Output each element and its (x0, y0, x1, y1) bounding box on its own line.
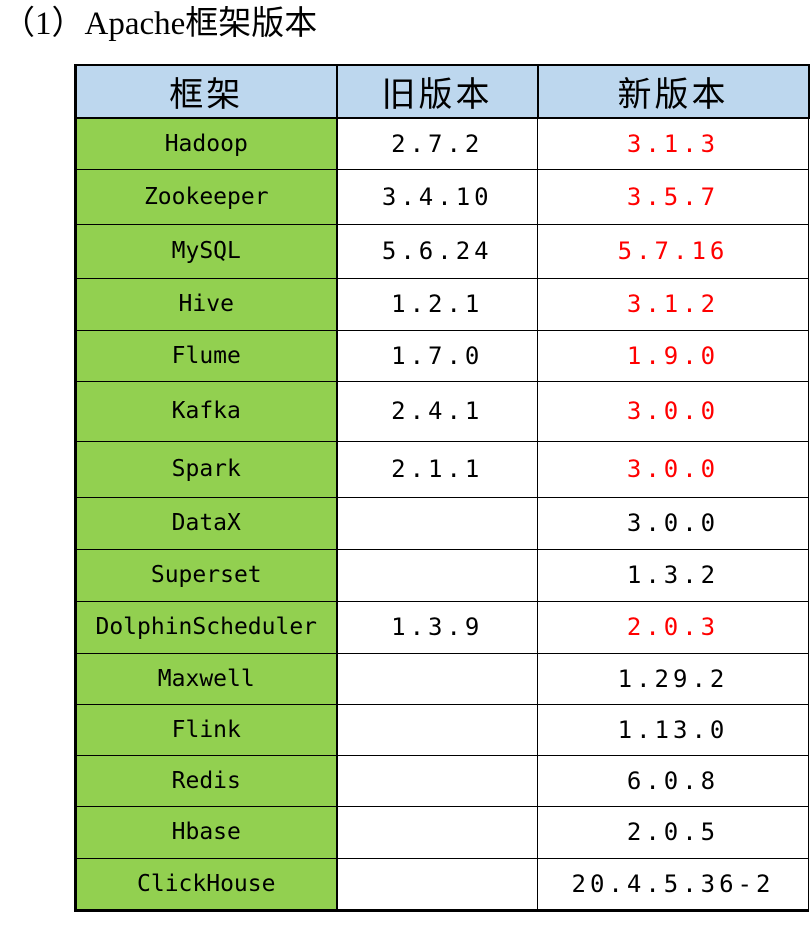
new-version-cell: 3.0.0 (537, 381, 809, 442)
framework-cell: Zookeeper (75, 169, 338, 225)
table-row: Spark 2.1.1 3.0.0 (75, 441, 809, 498)
table-row: MySQL 5.6.24 5.7.16 (75, 224, 809, 279)
framework-cell: Spark (75, 441, 338, 498)
table-row: Flink 1.13.0 (75, 704, 809, 756)
new-version-cell: 5.7.16 (537, 224, 809, 279)
framework-cell: Superset (75, 549, 338, 602)
header-new-version: 新版本 (537, 65, 810, 119)
new-version-cell: 2.0.3 (537, 601, 809, 654)
framework-cell: Redis (75, 755, 338, 807)
old-version-cell: 1.7.0 (336, 330, 538, 382)
table-row: Hive 1.2.1 3.1.2 (75, 278, 809, 331)
framework-cell: Hive (75, 278, 338, 331)
table-row: Zookeeper 3.4.10 3.5.7 (75, 169, 809, 225)
new-version-cell: 3.0.0 (537, 497, 809, 550)
new-version-cell: 6.0.8 (537, 755, 809, 807)
old-version-cell: 2.4.1 (336, 381, 538, 442)
framework-cell: Hbase (75, 806, 338, 859)
new-version-cell: 1.29.2 (537, 653, 809, 705)
old-version-cell: 5.6.24 (336, 224, 538, 279)
table-row: Kafka 2.4.1 3.0.0 (75, 381, 809, 442)
framework-cell: Flume (75, 330, 338, 382)
table-row: ClickHouse 20.4.5.36-2 (75, 858, 809, 910)
new-version-cell: 1.13.0 (537, 704, 809, 756)
table-row: Superset 1.3.2 (75, 549, 809, 602)
old-version-cell (336, 755, 538, 807)
new-version-cell: 1.9.0 (537, 330, 809, 382)
table-row: Hbase 2.0.5 (75, 806, 809, 859)
new-version-cell: 3.0.0 (537, 441, 809, 498)
new-version-cell: 3.5.7 (537, 169, 809, 225)
framework-cell: ClickHouse (75, 858, 338, 910)
page-title: （1）Apache框架版本 (2, 6, 318, 42)
old-version-cell (336, 549, 538, 602)
new-version-cell: 1.3.2 (537, 549, 809, 602)
header-framework: 框架 (75, 65, 338, 119)
table-row: Flume 1.7.0 1.9.0 (75, 330, 809, 382)
old-version-cell (336, 653, 538, 705)
table-row: Maxwell 1.29.2 (75, 653, 809, 705)
new-version-cell: 2.0.5 (537, 806, 809, 859)
old-version-cell: 2.1.1 (336, 441, 538, 498)
new-version-cell: 3.1.2 (537, 278, 809, 331)
framework-cell: MySQL (75, 224, 338, 279)
table-body: Hadoop 2.7.2 3.1.3 Zookeeper 3.4.10 3.5.7 MySQ… (75, 118, 809, 910)
framework-cell: Flink (75, 704, 338, 756)
old-version-cell: 2.7.2 (336, 118, 538, 170)
old-version-cell (336, 497, 538, 550)
old-version-cell: 3.4.10 (336, 169, 538, 225)
old-version-cell (336, 858, 538, 910)
table-row: Redis 6.0.8 (75, 755, 809, 807)
version-table: 框架 旧版本 新版本 Hadoop 2.7.2 3.1.3 Zookeeper 3.4.… (74, 64, 810, 912)
table-header-row: 框架 旧版本 新版本 (75, 65, 810, 119)
framework-cell: DolphinScheduler (75, 601, 338, 654)
old-version-cell (336, 806, 538, 859)
framework-cell: DataX (75, 497, 338, 550)
framework-cell: Hadoop (75, 118, 338, 170)
new-version-cell: 20.4.5.36-2 (537, 858, 809, 910)
old-version-cell: 1.2.1 (336, 278, 538, 331)
table-row: DataX 3.0.0 (75, 497, 809, 550)
old-version-cell (336, 704, 538, 756)
old-version-cell: 1.3.9 (336, 601, 538, 654)
framework-cell: Maxwell (75, 653, 338, 705)
new-version-cell: 3.1.3 (537, 118, 809, 170)
framework-cell: Kafka (75, 381, 338, 442)
table-row: Hadoop 2.7.2 3.1.3 (75, 118, 809, 170)
header-old-version: 旧版本 (336, 65, 539, 119)
table-row: DolphinScheduler 1.3.9 2.0.3 (75, 601, 809, 654)
